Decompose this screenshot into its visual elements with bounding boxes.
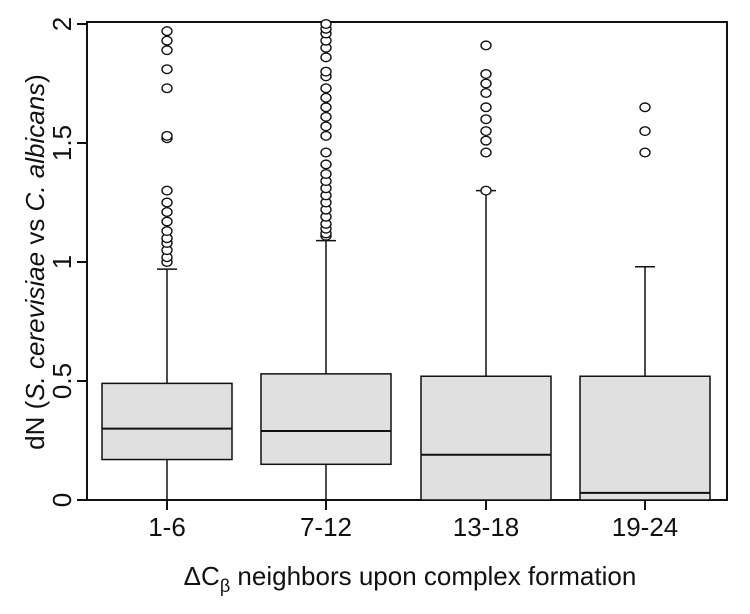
outlier-point <box>320 92 332 103</box>
outlier-point <box>161 130 173 141</box>
outlier-point <box>161 83 173 94</box>
x-tick-label: 19-24 <box>612 512 679 542</box>
box-series <box>101 19 711 501</box>
x-tick-label: 7-12 <box>300 512 352 542</box>
outlier-point <box>480 114 492 125</box>
outlier-point <box>480 68 492 79</box>
y-tick-label: 0 <box>47 493 77 507</box>
outlier-point <box>320 52 332 63</box>
iqr-box <box>420 375 552 501</box>
box-group-1-6 <box>101 26 233 500</box>
outlier-point <box>480 185 492 196</box>
outlier-point <box>161 226 173 237</box>
box-group-7-12 <box>260 19 392 500</box>
iqr-box <box>101 382 233 461</box>
outlier-point <box>480 126 492 137</box>
outlier-point <box>639 102 651 113</box>
outlier-point <box>320 102 332 113</box>
x-axis: 1-6 7-12 13-18 19-24 <box>148 500 678 542</box>
iqr-box <box>579 375 711 501</box>
y-tick-label: 0.5 <box>47 363 77 399</box>
x-tick-label: 13-18 <box>453 512 520 542</box>
outlier-point <box>480 147 492 158</box>
iqr-box <box>260 373 392 466</box>
y-axis: 0 0.5 1 1.5 2 <box>47 17 87 507</box>
outlier-point <box>320 168 332 179</box>
outlier-point <box>320 19 332 30</box>
outlier-point <box>320 83 332 94</box>
outlier-point <box>161 64 173 75</box>
y-tick-label: 1.5 <box>47 125 77 161</box>
x-axis-title: ΔCβ neighbors upon complex formation <box>184 561 637 596</box>
outlier-point <box>320 66 332 77</box>
outlier-point <box>161 216 173 227</box>
outlier-point <box>480 88 492 99</box>
outlier-point <box>639 147 651 158</box>
y-axis-title: dN (S. cerevisiae vs C. albicans) <box>20 74 50 450</box>
outlier-point <box>161 207 173 218</box>
outlier-point <box>480 78 492 89</box>
outlier-point <box>320 121 332 132</box>
outlier-point <box>639 126 651 137</box>
box-group-13-18 <box>420 40 552 501</box>
outlier-point <box>161 185 173 196</box>
outlier-point <box>161 197 173 208</box>
x-axis-title-subscript: β <box>220 576 230 596</box>
outlier-point <box>161 45 173 56</box>
outlier-point <box>320 159 332 170</box>
y-tick-label: 2 <box>47 17 77 31</box>
outlier-point <box>320 111 332 122</box>
outlier-point <box>480 102 492 113</box>
outlier-point <box>480 40 492 51</box>
box-group-19-24 <box>579 102 711 501</box>
outlier-point <box>320 130 332 141</box>
outlier-point <box>480 135 492 146</box>
outlier-point <box>161 35 173 46</box>
outlier-point <box>320 147 332 158</box>
y-tick-label: 1 <box>47 255 77 269</box>
x-tick-label: 1-6 <box>148 512 186 542</box>
outlier-point <box>161 26 173 37</box>
